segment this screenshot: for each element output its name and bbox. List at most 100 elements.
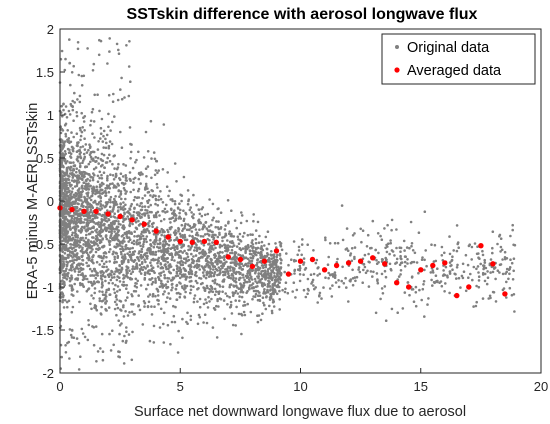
original-data-point (109, 234, 113, 237)
original-data-point (124, 176, 128, 179)
original-data-point (127, 236, 131, 239)
original-data-point (272, 267, 275, 271)
original-data-point (68, 181, 71, 185)
original-data-point (162, 256, 165, 260)
original-data-point (120, 266, 124, 270)
original-data-point (90, 307, 93, 311)
original-data-point (112, 343, 115, 347)
original-data-point (185, 275, 189, 279)
original-data-point (327, 271, 331, 275)
original-data-point (96, 271, 99, 275)
original-data-point (215, 282, 219, 286)
original-data-point (242, 256, 246, 259)
original-data-point (218, 269, 222, 272)
original-data-point (166, 261, 170, 264)
original-data-point (102, 153, 106, 157)
original-data-point (250, 286, 254, 290)
original-data-point (100, 224, 103, 227)
original-data-point (74, 225, 77, 228)
original-data-point (275, 246, 278, 249)
original-data-point (73, 220, 76, 224)
original-data-point (99, 39, 103, 43)
original-data-point (477, 279, 481, 282)
original-data-point (223, 254, 226, 258)
original-data-point (284, 281, 288, 285)
original-data-point (229, 251, 232, 255)
original-data-point (272, 254, 276, 258)
original-data-point (88, 227, 91, 230)
original-data-point (193, 246, 197, 249)
original-data-point (102, 146, 105, 149)
original-data-point (241, 247, 245, 250)
original-data-point (97, 201, 101, 204)
original-data-point (118, 276, 121, 280)
original-data-point (92, 267, 96, 271)
original-data-point (366, 233, 370, 237)
original-data-point (365, 245, 369, 248)
original-data-point (133, 235, 136, 238)
original-data-point (96, 174, 100, 178)
original-data-point (65, 205, 68, 208)
y-tick-label: -2 (42, 366, 54, 381)
original-data-point (108, 243, 111, 246)
original-data-point (83, 172, 87, 175)
original-data-point (182, 209, 185, 212)
original-data-point (399, 269, 403, 272)
original-data-point (128, 311, 131, 314)
original-data-point (60, 163, 63, 166)
original-data-point (174, 251, 178, 254)
original-data-point (318, 272, 322, 276)
original-data-point (141, 245, 145, 248)
original-data-point (102, 251, 106, 255)
original-data-point (95, 228, 99, 231)
original-data-point (389, 239, 392, 242)
original-data-point (91, 132, 94, 135)
original-data-point (145, 235, 149, 238)
original-data-point (93, 243, 96, 247)
original-data-point (73, 268, 76, 271)
original-data-point (457, 276, 461, 280)
averaged-data-point (273, 248, 280, 254)
original-data-point (251, 282, 255, 285)
original-data-point (181, 251, 184, 254)
original-data-point (455, 277, 458, 280)
original-data-point (175, 180, 178, 183)
original-data-point (63, 187, 66, 190)
original-data-point (107, 218, 111, 222)
original-data-point (475, 284, 478, 288)
original-data-point (63, 150, 67, 153)
original-data-point (182, 244, 185, 248)
original-data-point (408, 246, 411, 250)
original-data-point (129, 178, 132, 181)
original-data-point (103, 166, 106, 169)
original-data-point (148, 251, 152, 255)
original-data-point (271, 284, 275, 287)
original-data-point (203, 269, 206, 272)
original-data-point (68, 357, 71, 360)
original-data-point (106, 174, 109, 178)
original-data-point (443, 251, 446, 255)
original-data-point (489, 258, 493, 261)
original-data-point (241, 291, 245, 294)
original-data-point (92, 282, 95, 286)
original-data-point (286, 291, 290, 295)
original-data-point (292, 281, 296, 285)
original-data-point (61, 146, 65, 149)
original-data-point (284, 287, 287, 291)
x-tick-label: 15 (414, 379, 428, 394)
original-data-point (160, 279, 163, 283)
original-data-point (462, 270, 466, 274)
original-data-point (124, 247, 127, 251)
original-data-point (131, 265, 135, 268)
original-data-point (139, 208, 143, 212)
original-data-point (185, 238, 189, 242)
original-data-point (95, 206, 99, 210)
original-data-point (90, 175, 93, 179)
original-data-point (240, 211, 243, 214)
original-data-point (77, 213, 81, 216)
original-data-point (61, 192, 64, 195)
original-data-point (64, 161, 68, 165)
original-data-point (156, 294, 160, 297)
original-data-point (485, 282, 489, 286)
original-data-point (123, 255, 127, 259)
